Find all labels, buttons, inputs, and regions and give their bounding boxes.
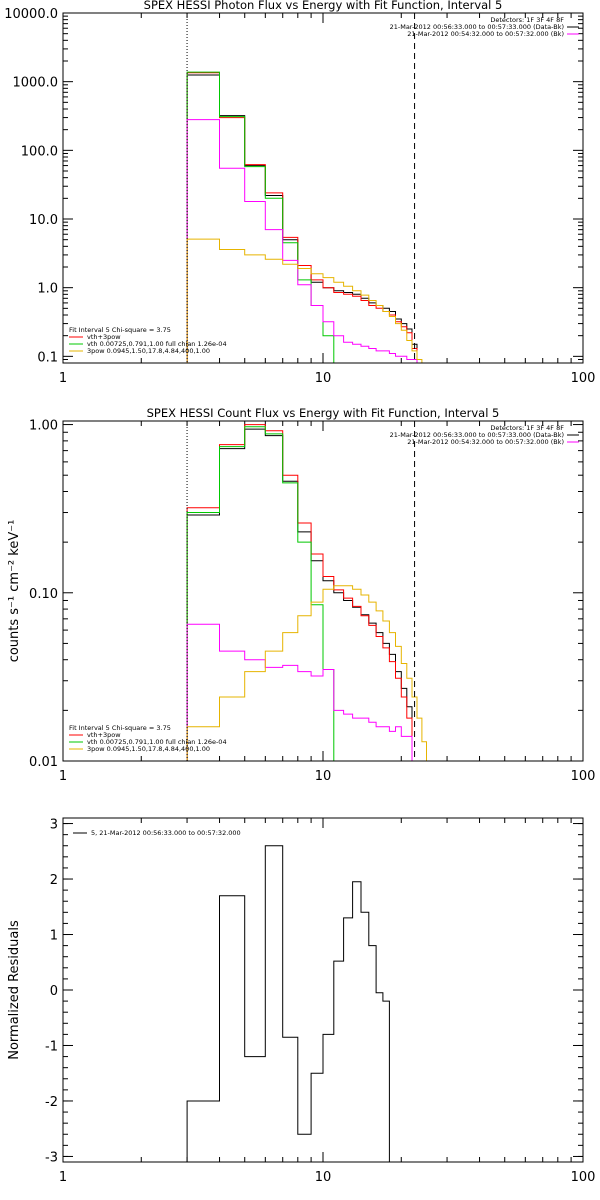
y-tick-label: 0 bbox=[50, 984, 58, 999]
fit-line: 3pow 0.0945,1.50,17.8,4.84,400,1.00 bbox=[87, 745, 210, 753]
plot-frame bbox=[62, 12, 584, 364]
y-tick-label: 0.01 bbox=[29, 755, 58, 770]
chart-title: SPEX HESSI Photon Flux vs Energy with Fi… bbox=[144, 0, 503, 12]
y-tick-label: -3 bbox=[45, 1150, 58, 1165]
y-tick-label: 1000.0 bbox=[13, 76, 59, 91]
y-tick-label: 1.0 bbox=[37, 282, 58, 297]
x-tick-label: 10 bbox=[315, 371, 332, 386]
series-group bbox=[186, 71, 423, 363]
info-line: 21-Mar-2012 00:54:32.000 to 00:57:32.000… bbox=[407, 30, 564, 38]
y-tick-label: 10.0 bbox=[29, 213, 58, 228]
panel-2: SPEX HESSI Count Flux vs Energy with Fit… bbox=[7, 406, 595, 784]
fit-line: vth+3pow bbox=[87, 731, 121, 739]
series-line-1 bbox=[186, 74, 418, 363]
series-group bbox=[186, 424, 427, 761]
info-line: 21-Mar-2012 00:56:33.000 to 00:57:33.000… bbox=[390, 23, 564, 31]
y-tick-label: 1.00 bbox=[29, 419, 58, 434]
fit-header: Fit Interval 5 Chi-square = 3.75 bbox=[69, 326, 171, 334]
series-line-3 bbox=[186, 426, 344, 761]
series-line-5 bbox=[186, 238, 423, 363]
x-tick-label: 10 bbox=[315, 1170, 332, 1185]
y-tick-label: 10000.0 bbox=[4, 7, 58, 22]
fit-line: 3pow 0.0945,1.50,17.8,4.84,400,1.00 bbox=[87, 347, 210, 355]
x-tick-label: 100 bbox=[571, 1170, 596, 1185]
plot-frame bbox=[62, 420, 584, 762]
fit-header: Fit Interval 5 Chi-square = 3.75 bbox=[69, 724, 171, 732]
series-line-5 bbox=[186, 585, 427, 761]
series-group bbox=[186, 845, 390, 1162]
x-tick-label: 100 bbox=[571, 371, 596, 386]
y-tick-label: 0.10 bbox=[29, 587, 58, 602]
y-tick-label: -1 bbox=[45, 1039, 58, 1054]
y-tick-label: 0.1 bbox=[37, 350, 58, 365]
fit-line: vth 0.00725,0.791,1.00 full chian 1.26e-… bbox=[87, 738, 227, 746]
y-tick-label: 2 bbox=[50, 873, 58, 888]
chart-title: SPEX HESSI Count Flux vs Energy with Fit… bbox=[147, 406, 500, 420]
panel-3: Normalized Residuals 1 10 100 -3 -2 -1 0 1 2 3 5, 2… bbox=[7, 817, 596, 1185]
x-tick-label: 10 bbox=[315, 769, 332, 784]
series-line-1 bbox=[186, 428, 413, 761]
y-tick-label: -2 bbox=[45, 1095, 58, 1110]
y-tick-label: 100.0 bbox=[21, 144, 58, 159]
x-tick-label: 100 bbox=[571, 769, 596, 784]
panel-1: SPEX HESSI Photon Flux vs Energy with Fi… bbox=[4, 0, 595, 386]
fit-line: vth 0.00725,0.791,1.00 full chian 1.26e-… bbox=[87, 340, 227, 348]
info-line: 21-Mar-2012 00:56:33.000 to 00:57:33.000… bbox=[390, 431, 564, 439]
legend-label: 5, 21-Mar-2012 00:56:33.000 to 00:57:32.… bbox=[91, 829, 241, 837]
series-line-2 bbox=[186, 424, 413, 761]
x-tick-label: 1 bbox=[59, 371, 67, 386]
info-line: Detectors: 1F 3F 4F 8F bbox=[490, 424, 564, 432]
x-tick-label: 1 bbox=[59, 1170, 67, 1185]
fit-line: vth+3pow bbox=[87, 333, 121, 341]
y-axis-label: counts s⁻¹ cm⁻² keV⁻¹ bbox=[7, 520, 22, 663]
y-tick-label: 1 bbox=[50, 929, 58, 944]
y-axis-label: Normalized Residuals bbox=[7, 920, 22, 1060]
y-tick-label: 3 bbox=[50, 818, 58, 833]
info-line: Detectors: 1F 3F 4F 8F bbox=[490, 16, 564, 24]
plot-frame bbox=[62, 817, 584, 1163]
info-line: 21-Mar-2012 00:54:32.000 to 00:57:32.000… bbox=[407, 438, 564, 446]
series-line-1 bbox=[186, 845, 390, 1162]
series-line-4 bbox=[186, 119, 418, 363]
x-tick-label: 1 bbox=[59, 769, 67, 784]
